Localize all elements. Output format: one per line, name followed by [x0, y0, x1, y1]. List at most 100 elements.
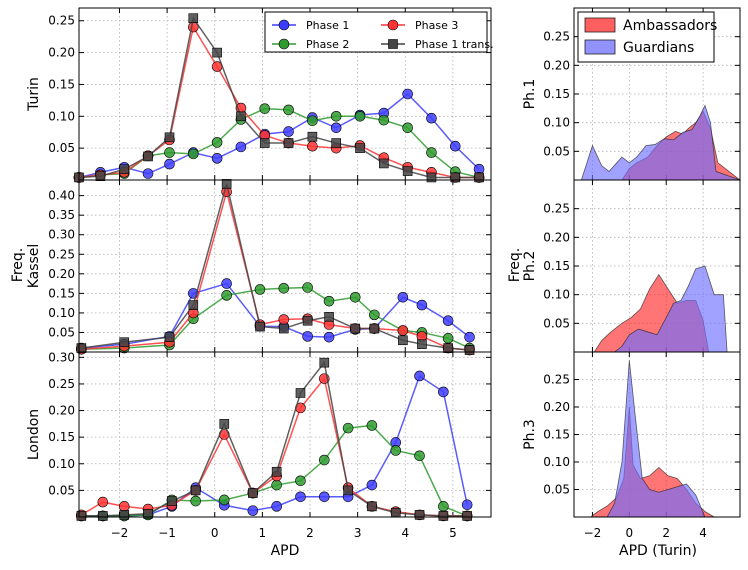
subplot-ph3: 0.05 0.10 0.15 0.20 0.25 Ph.3 [522, 351, 741, 518]
data-point-phase-2 [302, 282, 313, 293]
data-point-phase-2 [218, 494, 230, 506]
data-point-phase-2 [402, 122, 413, 134]
x-tick-label: 4 [699, 526, 707, 540]
data-point-phase-2 [254, 284, 266, 295]
y-tick-label: 0.15 [543, 87, 570, 101]
y-tick-label: 0.05 [543, 483, 570, 497]
data-point-phase-2 [211, 137, 223, 148]
data-point-phase-3 [118, 501, 130, 512]
data-point-phase-1 [211, 153, 223, 164]
data-point-phase-2 [369, 309, 380, 321]
data-point-phase-1-trans [119, 337, 130, 348]
y-tick-label: 0.25 [48, 247, 75, 261]
data-point-phase-1-trans [464, 345, 475, 355]
data-point-phase-1-trans [302, 315, 313, 326]
data-point-phase-1-trans [98, 511, 108, 521]
legend-marker-phase-2 [278, 38, 290, 50]
y-tick-label: 0.30 [48, 350, 75, 364]
data-point-phase-1-trans [324, 312, 334, 322]
x-tick-label: 2 [662, 526, 670, 540]
subplot-name-london: London [26, 409, 42, 460]
y-tick-label: 0.20 [48, 267, 75, 281]
data-point-phase-1 [323, 331, 335, 343]
data-point-phase-1 [283, 126, 294, 137]
data-point-phase-1-trans [143, 151, 153, 162]
data-point-phase-2 [271, 479, 282, 491]
data-point-phase-1-trans [417, 339, 427, 349]
data-point-phase-1 [438, 386, 449, 398]
data-point-phase-2 [278, 282, 290, 294]
x-tick-label: 4 [401, 526, 409, 540]
data-point-phase-1-trans [143, 509, 153, 519]
y-tick-label: 0.10 [543, 455, 570, 469]
data-point-phase-1-trans [279, 323, 289, 334]
area-guardians [574, 104, 741, 181]
data-point-phase-2 [190, 495, 201, 507]
y-tick-label: 0.35 [48, 208, 75, 222]
data-point-phase-1 [235, 141, 247, 153]
data-point-phase-2 [295, 475, 306, 487]
data-point-phase-1-trans [119, 164, 130, 174]
area-guardians [574, 265, 740, 353]
data-point-phase-3 [97, 496, 109, 508]
data-point-phase-1-trans [331, 138, 342, 148]
legend-label-phase-2: Phase 2 [306, 38, 349, 51]
data-point-phase-2 [426, 147, 437, 158]
data-point-phase-1 [449, 140, 461, 152]
data-point-phase-2 [438, 501, 449, 512]
subplot-kassel: 0.05 0.10 0.15 0.20 0.25 0.30 0.35 0.40 Kassel [26, 179, 492, 356]
data-point-phase-1-trans [350, 323, 361, 334]
y-tick-label: 0.20 [48, 46, 75, 60]
data-point-phase-1-trans [319, 357, 330, 368]
data-point-phase-1-trans [443, 343, 453, 353]
data-point-phase-2 [414, 450, 425, 462]
subplot-name-ph1: Ph.1 [522, 79, 538, 110]
x-tick-label: 0 [626, 526, 634, 540]
legend-label-guardians: Guardians [623, 40, 694, 56]
y-tick-label: 0.10 [48, 457, 75, 471]
area-guardians [574, 360, 740, 518]
data-point-phase-1 [416, 299, 428, 311]
y-tick-label: 0.25 [543, 373, 570, 387]
y-tick-label: 0.05 [543, 144, 570, 158]
data-point-phase-2 [323, 295, 335, 307]
right-legend: Ambassadors Guardians [577, 11, 717, 63]
data-point-phase-1-trans [188, 300, 199, 310]
data-point-phase-1-trans [76, 343, 87, 353]
data-point-phase-1-trans [236, 111, 246, 122]
series-line-phase-1 [78, 92, 480, 179]
subplot-name-turin: Turin [26, 77, 42, 112]
data-point-phase-2 [349, 291, 361, 303]
subplot-london: 0.05 0.10 0.15 0.20 0.25 0.30 London [26, 350, 492, 522]
data-point-phase-1-trans [398, 335, 408, 346]
data-point-phase-1-trans [95, 171, 106, 181]
legend-swatch-ambassadors [584, 17, 616, 33]
data-point-phase-1-trans [414, 510, 425, 520]
data-point-phase-2 [259, 103, 271, 114]
data-point-phase-1-trans [438, 511, 449, 521]
data-point-phase-2 [283, 104, 294, 116]
legend-label-ambassadors: Ambassadors [623, 18, 717, 34]
y-tick-label: 0.20 [48, 404, 75, 418]
y-tick-label: 0.15 [48, 286, 75, 300]
right-x-axis-label: APD (Turin) [619, 543, 697, 559]
data-point-phase-1 [221, 278, 232, 289]
data-point-phase-1 [271, 501, 282, 512]
y-tick-label: 0.25 [543, 202, 570, 216]
data-point-phase-3 [397, 325, 409, 336]
data-point-phase-1 [302, 331, 313, 342]
data-point-phase-2 [164, 147, 175, 158]
data-point-phase-2 [330, 110, 342, 122]
y-tick-label: 0.20 [543, 400, 570, 414]
data-point-phase-1-trans [450, 172, 461, 183]
data-point-phase-1-trans [379, 158, 389, 169]
subplot-name-ph2: Ph.2 [522, 251, 538, 282]
data-point-phase-1-trans [390, 507, 401, 518]
data-point-phase-1-trans [167, 496, 177, 506]
data-point-phase-2 [354, 110, 366, 122]
left-legend: Phase 1 Phase 2 Phase 3 Phase 1 trans. [264, 11, 494, 53]
data-point-phase-1-trans [307, 131, 318, 142]
data-point-phase-2 [221, 290, 232, 301]
data-point-phase-1 [366, 479, 378, 491]
